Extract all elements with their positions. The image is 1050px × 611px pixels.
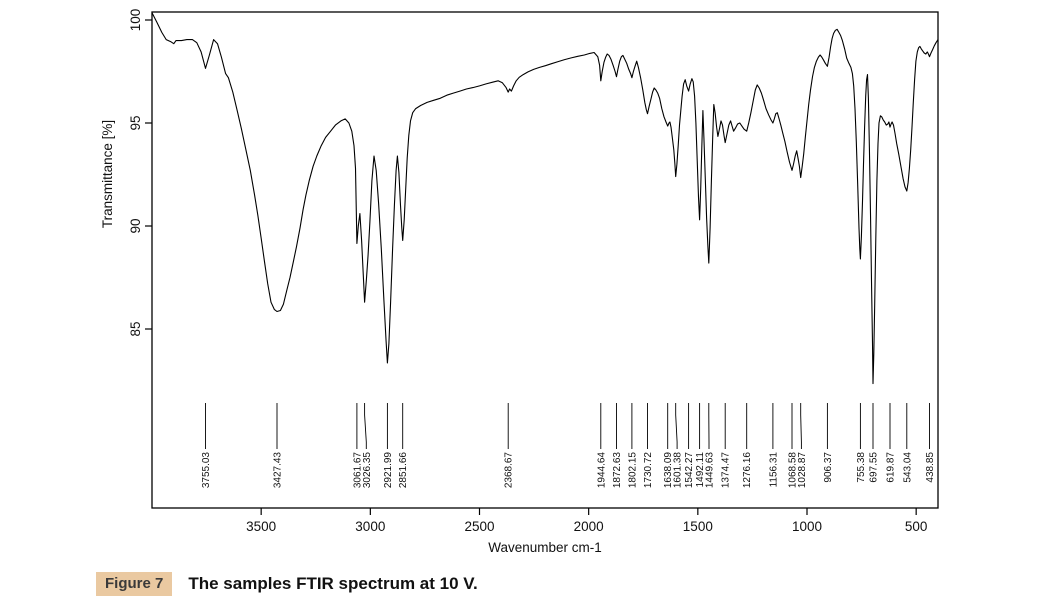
x-axis-tick-label: 500 xyxy=(905,519,928,534)
peak-label: 1492.11 xyxy=(695,452,706,488)
peak-label: 619.87 xyxy=(886,452,897,483)
spectrum-curve xyxy=(151,12,939,385)
peak-label: 1028.87 xyxy=(797,452,808,489)
x-axis-tick-label: 3000 xyxy=(355,519,385,534)
peak-label: 1374.47 xyxy=(721,452,732,489)
peak-label: 438.85 xyxy=(925,452,936,483)
ftir-spectrum-figure: 85 90 95 100 3500 3000 2500 2000 1500 1000 500 Wave… xyxy=(100,9,939,555)
figure-caption-text: The samples FTIR spectrum at 10 V. xyxy=(188,574,478,593)
plot-border xyxy=(151,11,939,509)
peak-label: 1276.16 xyxy=(742,452,753,489)
peak-label: 1730.72 xyxy=(643,452,654,489)
peak-label: 1156.31 xyxy=(768,452,779,488)
x-axis-tick-label: 1500 xyxy=(683,519,713,534)
figure-label-badge: Figure 7 xyxy=(96,572,173,596)
ftir-spectrum-chart: 85 90 95 100 3500 3000 2500 2000 1500 1000 500 Wave… xyxy=(100,9,939,555)
peak-leader-line xyxy=(800,403,802,449)
x-axis-tick-label: 2000 xyxy=(574,519,604,534)
x-axis-tick-label: 3500 xyxy=(246,519,276,534)
peak-label: 697.55 xyxy=(869,452,880,483)
figure-caption: Figure 7 The samples FTIR spectrum at 10… xyxy=(96,572,478,596)
peak-label: 755.38 xyxy=(856,452,867,483)
peak-label: 3427.43 xyxy=(273,452,284,489)
x-axis-tick-label: 1000 xyxy=(792,519,822,534)
peak-label: 1068.58 xyxy=(788,452,799,489)
peak-label: 1944.64 xyxy=(596,452,607,489)
peak-leader-line xyxy=(675,403,678,449)
peak-label: 3061.67 xyxy=(352,452,363,489)
x-axis-tick-label: 2500 xyxy=(464,519,494,534)
peak-label: 1638.09 xyxy=(663,452,674,489)
y-axis-title: Transmittance [%] xyxy=(100,120,115,228)
y-axis-tick-label: 100 xyxy=(128,9,143,32)
y-axis-tick-label: 90 xyxy=(128,218,143,233)
y-axis-tick-label: 85 xyxy=(128,321,143,336)
peak-label: 906.37 xyxy=(823,452,834,483)
peak-label: 3755.03 xyxy=(201,452,212,489)
y-axis-tick-label: 95 xyxy=(128,115,143,130)
peak-label: 1449.63 xyxy=(705,452,716,489)
peak-label: 1542.27 xyxy=(684,452,695,489)
peak-label: 1601.38 xyxy=(673,452,684,489)
peak-label: 543.04 xyxy=(902,452,913,483)
peak-leader-line xyxy=(364,403,367,449)
peak-label: 1872.63 xyxy=(612,452,623,489)
x-axis-title: Wavenumber cm-1 xyxy=(488,540,602,555)
peak-label: 2851.66 xyxy=(398,452,409,489)
peak-label: 2368.67 xyxy=(504,452,515,489)
peak-label: 1802.15 xyxy=(627,452,638,489)
peak-label: 3026.35 xyxy=(362,452,373,489)
peak-label: 2921.99 xyxy=(383,452,394,489)
